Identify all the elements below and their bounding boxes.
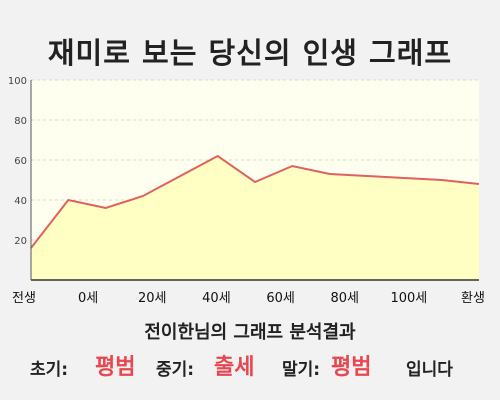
middle-value: 출세 [214,355,255,380]
middle-label: 중기: [156,360,195,380]
early-value: 평범 [95,355,136,380]
life-line [30,154,480,249]
page-title: 재미로 보는 당신의 인생 그래프 [47,36,453,70]
analysis-result: 초기: 평범 중기: 출세 말기: 평범 입니다 [0,346,500,382]
life-area [31,156,479,280]
late-value: 평범 [331,355,372,380]
y-tick-label: 60 [14,156,27,167]
x-tick-label: 80세 [330,291,359,306]
y-tick-label: 40 [14,196,27,207]
y-tick-label: 80 [14,116,27,127]
x-tick-label: 40세 [202,291,231,306]
late-label: 말기: [282,360,321,380]
x-tick-label: 60세 [266,291,295,306]
x-tick-label: 전생 [12,291,36,306]
analysis-heading: 전이한님의 그래프 분석결과 [144,322,356,343]
early-label: 초기: [30,360,69,380]
x-tick-label: 20세 [138,291,167,306]
x-tick-label: 0세 [78,291,98,306]
y-tick-label: 100 [8,76,27,87]
y-tick-label: 20 [14,236,27,247]
x-tick-label: 환생 [461,291,485,306]
result-suffix: 입니다 [406,360,453,380]
x-tick-label: 100세 [390,291,427,306]
